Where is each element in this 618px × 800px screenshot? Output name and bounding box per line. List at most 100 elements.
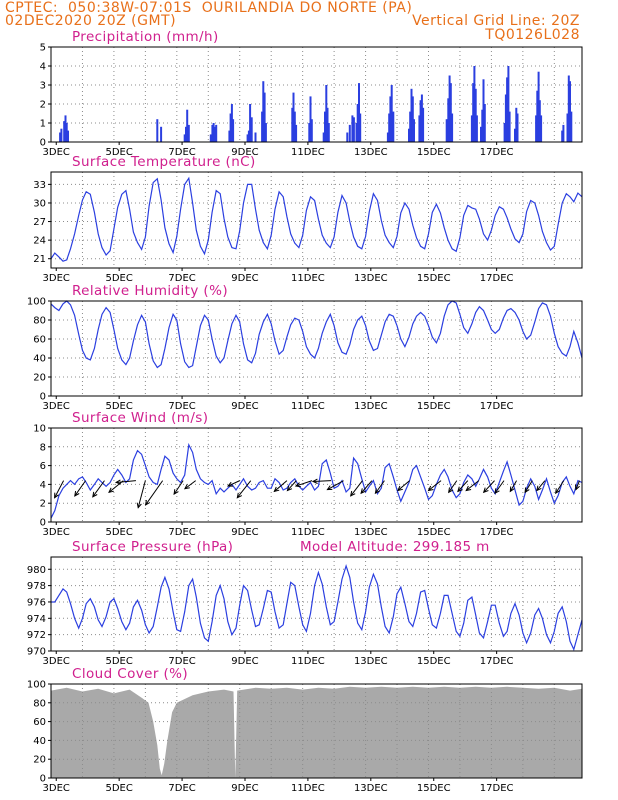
precip-bar-4 xyxy=(65,123,68,142)
temp-ytick-label-27: 27 xyxy=(33,217,46,228)
precip-bar-71 xyxy=(473,66,476,142)
precip-bar-26 xyxy=(261,111,264,142)
cloud-ytick-label-100: 100 xyxy=(27,680,46,691)
wind-vector-3 xyxy=(108,480,124,494)
precip-xtick-label-5: 13DEC xyxy=(354,147,388,158)
precip-bar-73 xyxy=(475,115,478,142)
header-grid-note: Vertical Grid Line: 20Z xyxy=(412,13,580,29)
wind-vector-2 xyxy=(92,480,105,498)
wind-series-line xyxy=(50,442,583,519)
wind-vector-23 xyxy=(465,480,480,492)
wind-vector-11 xyxy=(273,480,288,493)
wind-vector-12 xyxy=(286,480,297,492)
wind-vector-9 xyxy=(226,480,240,487)
wind-vector-18 xyxy=(374,480,385,495)
precip-ytick-label-2: 2 xyxy=(40,100,46,111)
pres-annotation: Model Altitude: 299.185 m xyxy=(300,539,490,555)
precip-bar-96 xyxy=(570,111,573,142)
precip-bar-27 xyxy=(262,81,265,142)
temp-ytick-label-21: 21 xyxy=(33,254,46,265)
temp-title: Surface Temperature (nC) xyxy=(72,154,256,170)
precip-bar-31 xyxy=(292,92,295,142)
precip-title: Precipitation (mm/h) xyxy=(72,29,219,45)
precip-bar-86 xyxy=(535,115,538,142)
rh-ytick-label-60: 60 xyxy=(33,335,46,346)
cloud-ytick-label-60: 60 xyxy=(33,717,46,728)
header-run-date: 02DEC2020 20Z (GMT) xyxy=(5,13,177,29)
wind-ytick-label-8: 8 xyxy=(40,442,46,453)
rh-frame xyxy=(50,300,583,397)
precip-bar-20 xyxy=(232,119,235,142)
precip-bar-21 xyxy=(246,134,249,142)
precip-bar-23 xyxy=(249,104,252,142)
precip-bar-56 xyxy=(409,111,412,142)
precip-bar-58 xyxy=(411,96,414,142)
temp-xtick-label-7: 17DEC xyxy=(480,273,514,284)
rh-xtick-label-4: 11DEC xyxy=(291,401,325,412)
wind-vector-26 xyxy=(509,480,518,493)
precip-bar-24 xyxy=(250,117,253,142)
pres-title: Surface Pressure (hPa) xyxy=(72,539,233,555)
pres-ytick-label-976: 976 xyxy=(27,597,46,608)
wind-vector-29 xyxy=(555,480,565,495)
wind-vector-7 xyxy=(173,480,184,496)
precip-bar-42 xyxy=(346,132,349,142)
precip-bar-61 xyxy=(419,100,422,142)
rh-xtick-label-7: 17DEC xyxy=(480,401,514,412)
rh-xtick-label-2: 7DEC xyxy=(168,401,195,412)
precip-bar-6 xyxy=(156,119,159,142)
precip-bar-57 xyxy=(410,88,413,142)
header-model-id: TQ0126L028 xyxy=(485,27,580,43)
temp-xtick-label-5: 13DEC xyxy=(354,273,388,284)
wind-title: Surface Wind (m/s) xyxy=(72,410,208,426)
rh-xtick-label-3: 9DEC xyxy=(231,401,258,412)
precip-xtick-label-3: 9DEC xyxy=(231,147,258,158)
cloud-xtick-label-7: 17DEC xyxy=(480,783,514,794)
cloud-xtick-label-4: 11DEC xyxy=(291,783,325,794)
wind-xtick-label-0: 3DEC xyxy=(43,527,70,538)
wind-vector-0 xyxy=(54,480,65,499)
precip-bar-76 xyxy=(482,79,485,142)
precip-bar-13 xyxy=(211,124,214,142)
rh-ytick-label-20: 20 xyxy=(33,373,46,384)
wind-vector-5 xyxy=(136,480,146,509)
wind-vector-6 xyxy=(144,480,164,506)
cloud-xtick-label-0: 3DEC xyxy=(43,783,70,794)
temp-ytick-label-33: 33 xyxy=(33,180,46,191)
precip-bar-35 xyxy=(309,96,312,142)
temp-ytick-label-24: 24 xyxy=(33,236,46,247)
precip-xtick-label-4: 11DEC xyxy=(291,147,325,158)
precip-bar-12 xyxy=(209,134,212,142)
pres-xtick-label-3: 9DEC xyxy=(231,656,258,667)
precip-bar-0 xyxy=(59,132,62,142)
rh-xtick-label-6: 15DEC xyxy=(417,401,451,412)
precip-bar-15 xyxy=(213,126,216,142)
wind-xtick-label-2: 7DEC xyxy=(168,527,195,538)
temp-xtick-label-1: 5DEC xyxy=(105,273,132,284)
wind-vector-25 xyxy=(494,480,505,495)
precip-bar-66 xyxy=(448,75,451,142)
precip-bar-40 xyxy=(326,107,329,142)
cloud-ytick-label-20: 20 xyxy=(33,755,46,766)
precip-bar-85 xyxy=(516,113,519,142)
rh-series-line xyxy=(50,300,583,369)
precip-bar-51 xyxy=(388,113,391,142)
precip-bar-70 xyxy=(472,83,475,142)
precip-bar-33 xyxy=(295,124,298,142)
precip-bar-67 xyxy=(449,83,452,142)
precip-bar-2 xyxy=(63,121,66,142)
wind-vector-4 xyxy=(114,479,136,485)
precip-bar-91 xyxy=(561,130,564,142)
pres-xtick-label-5: 13DEC xyxy=(354,656,388,667)
wind-vector-19 xyxy=(397,480,410,492)
temp-xtick-label-6: 15DEC xyxy=(417,273,451,284)
precip-bar-18 xyxy=(229,113,232,142)
precip-bar-50 xyxy=(386,132,389,142)
precip-bar-87 xyxy=(536,90,539,142)
cloud-area xyxy=(51,686,582,778)
precip-xtick-label-7: 17DEC xyxy=(480,147,514,158)
precip-frame xyxy=(50,46,583,143)
wind-ytick-label-6: 6 xyxy=(40,461,46,472)
temp-frame xyxy=(50,171,583,269)
precip-bar-90 xyxy=(540,115,543,142)
